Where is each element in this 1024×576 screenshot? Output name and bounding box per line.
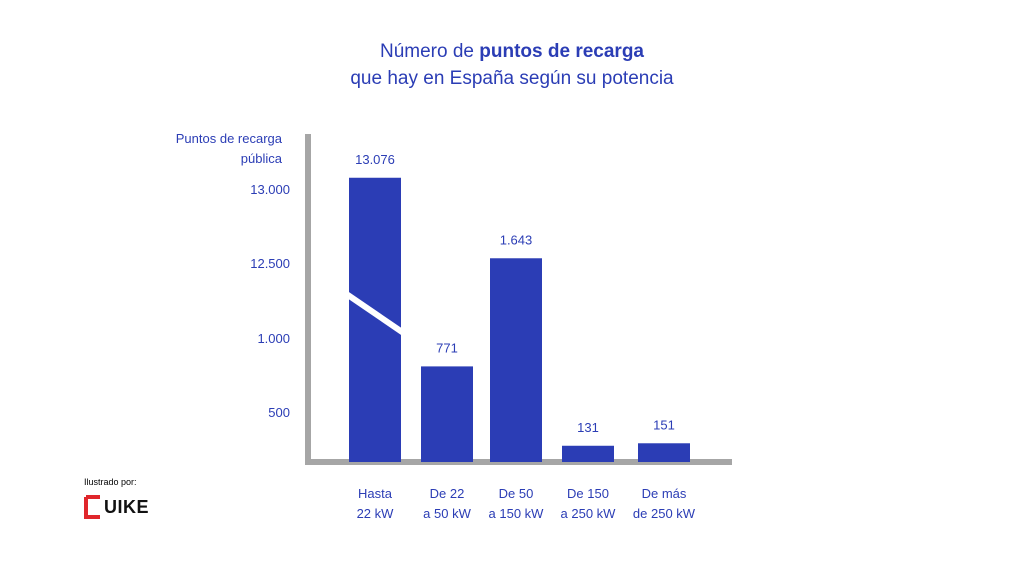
title-bold: puntos de recarga [479, 41, 644, 62]
category-label: De 50 [499, 486, 534, 501]
logo-text: UIKE [104, 496, 150, 517]
y-axis-label: Puntos de recarga [176, 131, 283, 146]
value-label: 151 [653, 417, 675, 432]
y-tick-label: 12.500 [250, 256, 290, 271]
bar [562, 445, 614, 462]
chart-title: Número de puntos de recarga que hay en E… [0, 38, 1024, 92]
value-label: 13.076 [355, 152, 395, 167]
bar [638, 443, 690, 462]
credit-label: Ilustrado por: [84, 477, 137, 487]
category-label: de 250 kW [633, 506, 696, 521]
category-label: De 150 [567, 486, 609, 501]
category-label: Hasta [358, 486, 393, 501]
luike-logo: UIKE [84, 494, 149, 520]
category-label: a 150 kW [489, 506, 545, 521]
y-tick-label: 1.000 [257, 331, 290, 346]
logo-mark-icon [84, 495, 100, 519]
category-label: De más [642, 486, 687, 501]
y-tick-label: 500 [268, 405, 290, 420]
category-label: De 22 [430, 486, 465, 501]
category-label: a 50 kW [423, 506, 471, 521]
title-line-1: Número de puntos de recarga [0, 38, 1024, 65]
title-line-2: que hay en España según su potencia [350, 68, 674, 89]
bar [349, 177, 401, 462]
y-tick-label: 13.000 [250, 182, 290, 197]
bar [421, 366, 473, 462]
y-axis-label: pública [241, 151, 283, 166]
category-label: 22 kW [357, 506, 395, 521]
category-label: a 250 kW [561, 506, 617, 521]
value-label: 131 [577, 420, 599, 435]
value-label: 1.643 [500, 232, 533, 247]
title-prefix: Número de [380, 41, 480, 62]
axis-break-mark [343, 290, 407, 337]
bar [490, 258, 542, 462]
value-label: 771 [436, 340, 458, 355]
